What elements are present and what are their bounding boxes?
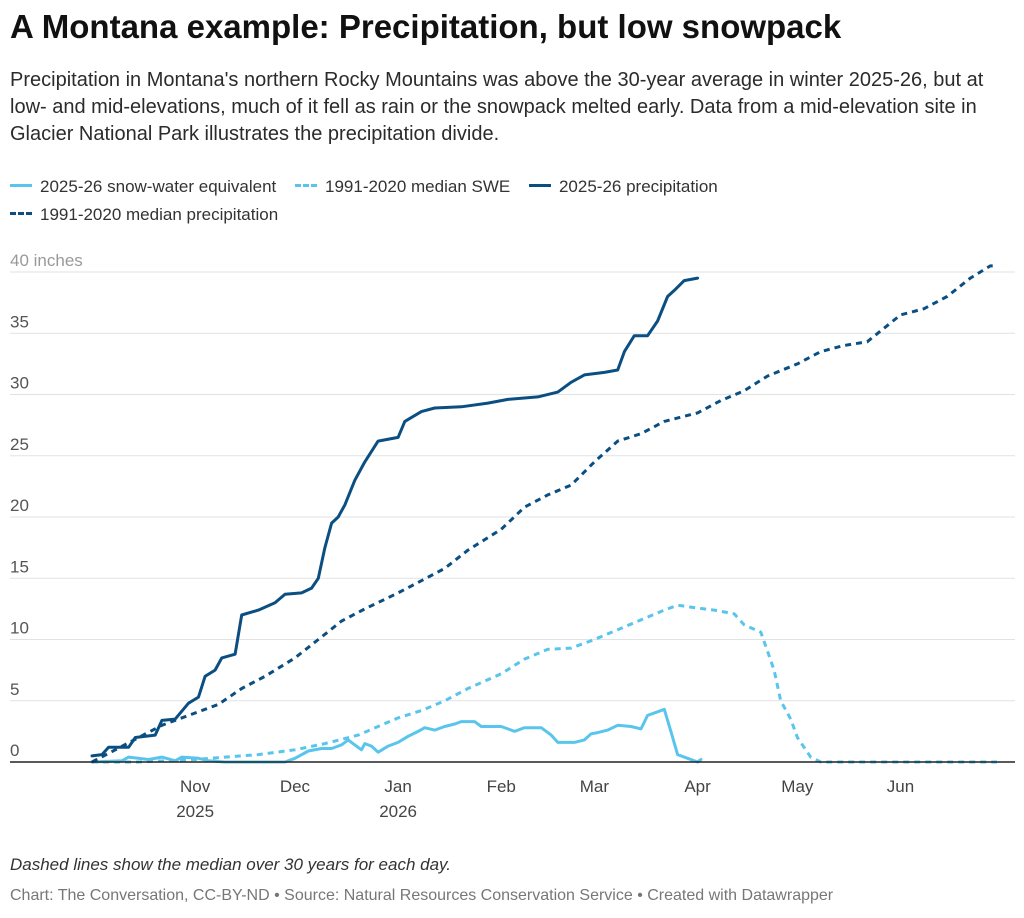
y-tick-label-0: 0: [10, 741, 19, 760]
x-tick-sublabel-2025: 2025: [176, 802, 214, 821]
chart-subtitle: Precipitation in Montana's northern Rock…: [10, 69, 984, 145]
chart-footnote: Dashed lines show the median over 30 yea…: [10, 855, 451, 874]
legend-swatch-precip-median: [10, 212, 32, 216]
legend-swatch-swe-2025: [10, 184, 32, 188]
chart-legend: 2025-26 snow-water equivalent 1991-2020 …: [10, 173, 1000, 229]
legend-label-swe-2025: 2025-26 snow-water equivalent: [40, 177, 277, 196]
legend-label-precip-median: 1991-2020 median precipitation: [40, 205, 279, 224]
x-tick-label-feb: Feb: [487, 777, 516, 796]
y-tick-label-40: 40 inches: [10, 251, 83, 270]
y-tick-label-25: 25: [10, 435, 29, 454]
y-tick-label-5: 5: [10, 680, 19, 699]
series-line-precip-median: [91, 264, 997, 764]
x-tick-sublabel-2026: 2026: [379, 802, 417, 821]
y-tick-label-20: 20: [10, 496, 29, 515]
legend-item-precip-2025: 2025-26 precipitation: [528, 173, 718, 201]
legend-swatch-precip-2025: [528, 184, 551, 188]
y-tick-label-30: 30: [10, 374, 29, 393]
x-tick-label-dec: Dec: [280, 777, 311, 796]
legend-item-precip-median: 1991-2020 median precipitation: [10, 201, 278, 229]
legend-item-swe-2025: 2025-26 snow-water equivalent: [10, 173, 276, 201]
series-line-swe-median: [92, 603, 997, 764]
y-tick-label-35: 35: [10, 312, 29, 331]
chart-credit: Chart: The Conversation, CC-BY-ND • Sour…: [10, 887, 834, 904]
x-tick-label-apr: Apr: [684, 777, 711, 796]
x-tick-label-jan: Jan: [384, 777, 411, 796]
y-tick-label-15: 15: [10, 557, 29, 576]
legend-label-precip-2025: 2025-26 precipitation: [558, 177, 718, 196]
legend-swatch-swe-median: [295, 184, 317, 188]
x-axis-labels: Nov 2025 Dec Jan 2026 Feb Mar Apr May Jun: [176, 777, 914, 821]
x-tick-label-mar: Mar: [580, 777, 610, 796]
page-title: A Montana example: Precipitation, but lo…: [10, 8, 842, 45]
legend-label-swe-median: 1991-2020 median SWE: [325, 177, 511, 196]
legend-item-swe-median: 1991-2020 median SWE: [295, 173, 510, 201]
y-tick-label-10: 10: [10, 619, 29, 638]
x-tick-label-nov: Nov: [180, 777, 211, 796]
x-tick-label-jun: Jun: [887, 777, 914, 796]
series-lines: [90, 264, 997, 764]
y-axis-labels: 0 5 10 15 20 25 30 35 40 inches: [10, 251, 83, 760]
gridlines: [10, 271, 1015, 702]
x-tick-label-may: May: [781, 777, 814, 796]
series-line-precip-2025: [90, 276, 700, 758]
